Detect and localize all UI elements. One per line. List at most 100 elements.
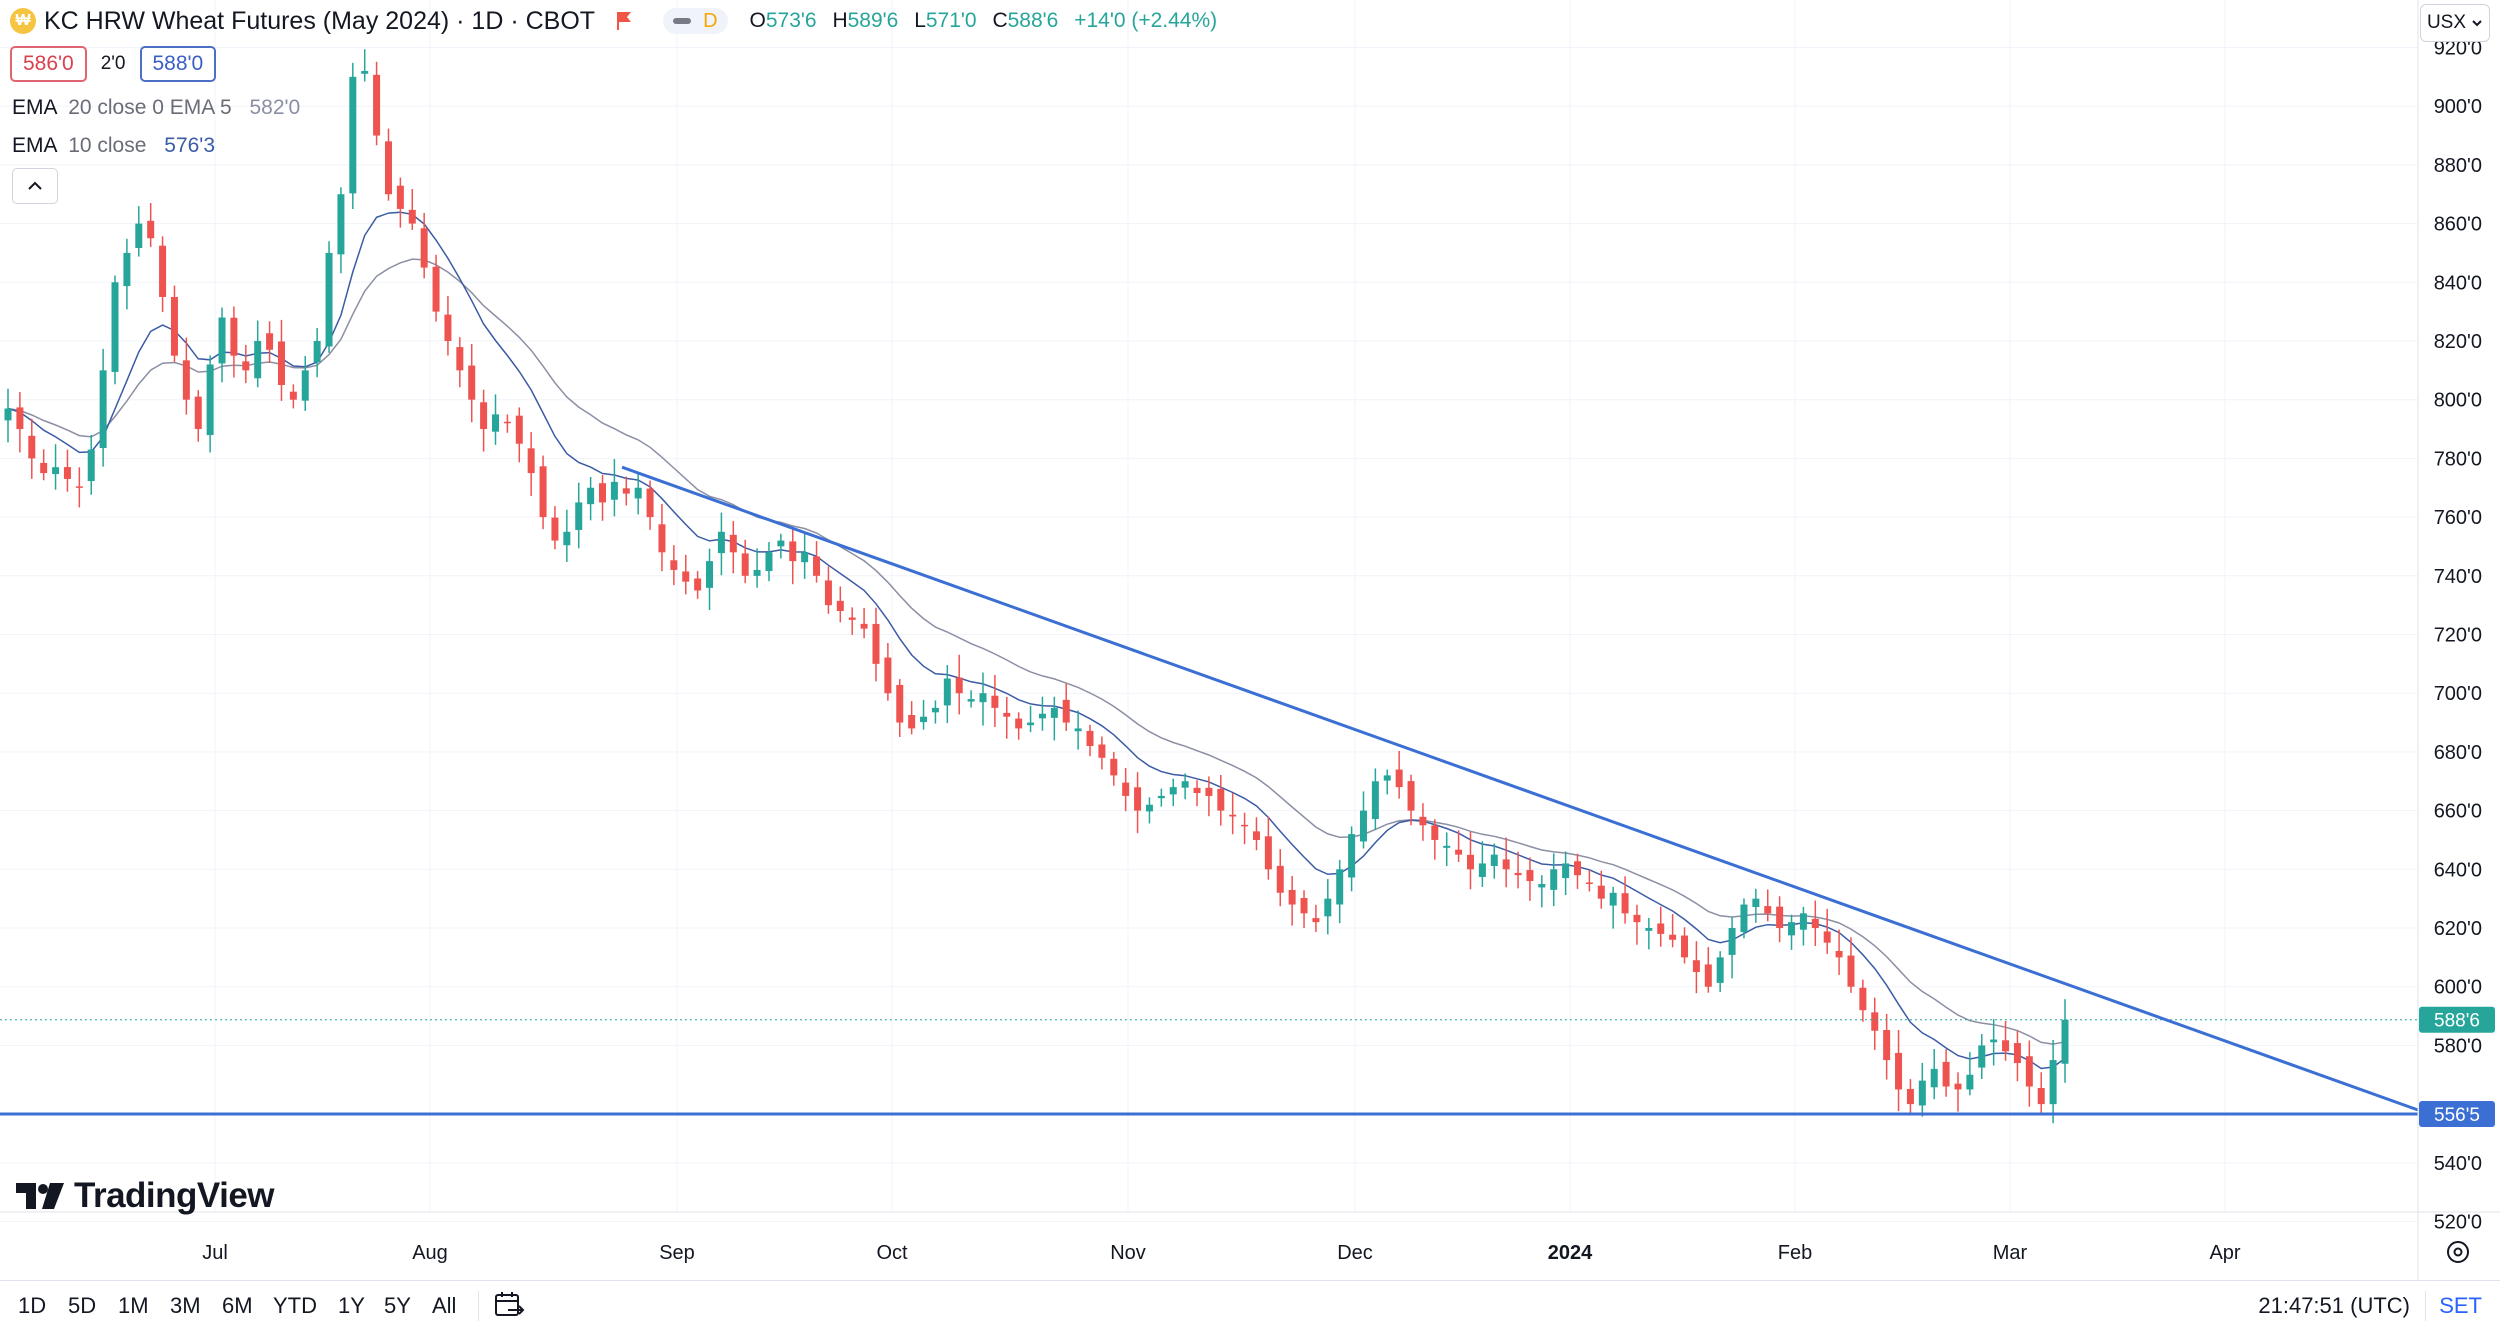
candle-body bbox=[872, 623, 880, 664]
time-tick-label: Nov bbox=[1110, 1242, 1146, 1264]
candle-body bbox=[575, 502, 583, 530]
candle-body bbox=[503, 421, 511, 424]
support-price-badge bbox=[2419, 1101, 2495, 1128]
candle-body bbox=[254, 340, 262, 379]
interval-badge: D bbox=[703, 9, 718, 32]
range-1m-button[interactable]: 1M bbox=[118, 1293, 149, 1318]
sell-price-button[interactable]: 586'0 bbox=[10, 46, 87, 82]
currency-unit-button[interactable]: USX bbox=[2420, 4, 2490, 42]
candle-body bbox=[813, 556, 821, 576]
candle-body bbox=[1145, 804, 1153, 812]
range-1d-button[interactable]: 1D bbox=[18, 1293, 47, 1318]
candle-body bbox=[1930, 1068, 1938, 1088]
price-tick-label: 860'0 bbox=[2434, 214, 2482, 236]
candle-body bbox=[741, 553, 749, 576]
time-tick-label: Dec bbox=[1337, 1242, 1373, 1264]
candle-body bbox=[1300, 898, 1308, 914]
range-6m-button[interactable]: 6M bbox=[222, 1293, 253, 1318]
chart-title[interactable]: KC HRW Wheat Futures (May 2024) · 1D · C… bbox=[44, 6, 596, 35]
flag-icon[interactable] bbox=[613, 10, 635, 32]
price-tick-label: 780'0 bbox=[2434, 448, 2482, 470]
candle-body bbox=[765, 552, 773, 572]
candle-body bbox=[622, 488, 630, 494]
candle-body bbox=[1169, 787, 1177, 795]
candle-body bbox=[931, 707, 939, 713]
candle-body bbox=[1895, 1052, 1903, 1090]
candle-body bbox=[860, 623, 868, 629]
price-tick-label: 580'0 bbox=[2434, 1035, 2482, 1057]
candle-body bbox=[1764, 906, 1772, 914]
candle-body bbox=[1609, 892, 1617, 906]
wheat-symbol-icon[interactable]: ₩ bbox=[10, 8, 36, 34]
price-chart[interactable]: 588'6 556'5 920'0 900'0 880'0 860'0 840'0 820'… bbox=[0, 0, 2500, 1280]
candle-body bbox=[1823, 931, 1831, 943]
candle-body bbox=[28, 435, 36, 459]
candle-body bbox=[539, 466, 547, 518]
range-3m-button[interactable]: 3M bbox=[170, 1293, 201, 1318]
candle-body bbox=[1229, 814, 1237, 817]
utc-clock[interactable]: 21:47:51 (UTC) bbox=[2258, 1293, 2410, 1318]
candle-body bbox=[599, 483, 607, 503]
time-tick-label: Oct bbox=[876, 1242, 908, 1264]
bottom-toolbar: 1D 5D 1M 3M 6M YTD 1Y 5Y All 21:47:51 (U… bbox=[0, 1280, 2500, 1330]
range-ytd-button[interactable]: YTD bbox=[273, 1293, 317, 1318]
candle-body bbox=[1681, 935, 1689, 958]
candle-body bbox=[1954, 1083, 1962, 1090]
candle-body bbox=[218, 317, 226, 364]
candle-body bbox=[468, 365, 476, 400]
range-all-button[interactable]: All bbox=[432, 1293, 457, 1318]
candle-body bbox=[717, 531, 725, 554]
candle-body bbox=[123, 252, 131, 287]
candle-body bbox=[40, 462, 48, 474]
candle-body bbox=[373, 74, 381, 136]
price-tick-label: 600'0 bbox=[2434, 977, 2482, 999]
range-5d-button[interactable]: 5D bbox=[68, 1293, 97, 1318]
chart-settings-icon[interactable] bbox=[2447, 1241, 2469, 1263]
toolbar-divider bbox=[478, 1291, 479, 1321]
candle-body bbox=[836, 600, 844, 612]
chevron-up-icon bbox=[28, 181, 42, 190]
candle-body bbox=[1110, 758, 1118, 776]
ohlc-low: 571'0 bbox=[925, 9, 977, 32]
session-button[interactable]: SET bbox=[2439, 1293, 2482, 1318]
candle-body bbox=[1193, 787, 1201, 793]
candle-body bbox=[1086, 730, 1094, 747]
candle-body bbox=[1835, 950, 1843, 958]
candle-body bbox=[1383, 775, 1391, 781]
candle-body bbox=[1562, 863, 1570, 879]
price-tick-label: 800'0 bbox=[2434, 390, 2482, 412]
candle-body bbox=[1906, 1088, 1914, 1105]
collapse-legend-button[interactable] bbox=[12, 168, 58, 204]
indicator-value: 582'0 bbox=[249, 96, 301, 119]
candle-body bbox=[801, 552, 809, 563]
candle-body bbox=[1526, 870, 1534, 882]
time-axis: Jul Aug Sep Oct Nov Dec 2024 Feb Mar Apr bbox=[0, 1211, 2500, 1264]
candle-body bbox=[266, 333, 274, 350]
candle-body bbox=[1859, 987, 1867, 1011]
range-1y-button[interactable]: 1Y bbox=[338, 1293, 365, 1318]
candle-body bbox=[182, 360, 190, 400]
candle-body bbox=[1252, 831, 1260, 840]
calendar-goto-icon[interactable] bbox=[494, 1290, 526, 1320]
buy-price-button[interactable]: 588'0 bbox=[139, 46, 217, 82]
candle-body bbox=[682, 571, 690, 582]
indicator-params: 20 close 0 EMA 5 bbox=[68, 96, 232, 119]
spread-value: 2'0 bbox=[100, 53, 126, 74]
candle-body bbox=[396, 185, 404, 209]
indicator-ema-10[interactable]: EMA 10 close 576'3 bbox=[12, 134, 215, 158]
price-tick-label: 840'0 bbox=[2434, 272, 2482, 294]
interval-pill[interactable]: D bbox=[663, 8, 728, 34]
ohlc-low-key: L bbox=[914, 9, 926, 32]
candle-body bbox=[991, 695, 999, 708]
candle-body bbox=[1027, 722, 1035, 726]
range-5y-button[interactable]: 5Y bbox=[384, 1293, 411, 1318]
price-tick-label: 620'0 bbox=[2434, 918, 2482, 940]
candle-body bbox=[2002, 1040, 2010, 1052]
candle-body bbox=[2025, 1056, 2033, 1087]
candle-body bbox=[242, 361, 250, 371]
candle-body bbox=[1585, 882, 1593, 884]
candle-body bbox=[1704, 964, 1712, 987]
candle-body bbox=[1514, 872, 1522, 876]
indicator-ema-20[interactable]: EMA 20 close 0 EMA 5 582'0 bbox=[12, 96, 300, 120]
candle-body bbox=[301, 370, 309, 401]
